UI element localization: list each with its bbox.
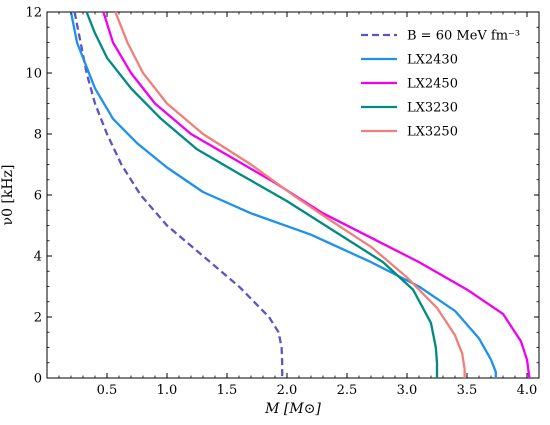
- x-tick-label: 3.0: [397, 383, 418, 398]
- y-tick-label: 0: [34, 372, 42, 387]
- series-line-3: [85, 11, 439, 378]
- axis-ticks: 0.5 1.0 1.5 2.0 2.5 3.0 3.5 4.0 0 2 4 6 8 10 12: [25, 6, 539, 398]
- legend-label-1: LX2430: [407, 53, 458, 68]
- legend-label-0: B = 60 MeV fm⁻³: [407, 29, 520, 44]
- series-line-0: [73, 11, 284, 378]
- x-axis-label: M [M⊙]: [264, 401, 321, 417]
- y-axis-label: ν0 [kHz]: [0, 165, 16, 226]
- x-tick-label: 2.0: [277, 383, 298, 398]
- legend-label-3: LX3230: [407, 101, 458, 116]
- legend-label-4: LX3250: [407, 125, 458, 140]
- legend-label-2: LX2450: [407, 77, 458, 92]
- y-tick-label: 6: [34, 189, 42, 204]
- series-lines: [69, 11, 531, 379]
- y-tick-label: 10: [25, 67, 42, 82]
- x-tick-label: 4.0: [517, 383, 538, 398]
- y-tick-label: 4: [34, 250, 42, 265]
- y-tick-label: 12: [25, 6, 42, 21]
- legend: B = 60 MeV fm⁻³ LX2430 LX2450 LX3230 LX3250: [350, 20, 534, 146]
- x-tick-label: 1.5: [217, 383, 238, 398]
- x-tick-label: 1.0: [157, 383, 178, 398]
- x-tick-label: 0.5: [97, 383, 118, 398]
- series-line-1: [69, 11, 497, 378]
- series-line-4: [114, 11, 466, 378]
- y-tick-label: 2: [34, 311, 42, 326]
- x-tick-label: 2.5: [337, 383, 358, 398]
- x-tick-label: 3.5: [457, 383, 478, 398]
- y-tick-label: 8: [34, 128, 42, 143]
- series-line-2: [102, 11, 531, 379]
